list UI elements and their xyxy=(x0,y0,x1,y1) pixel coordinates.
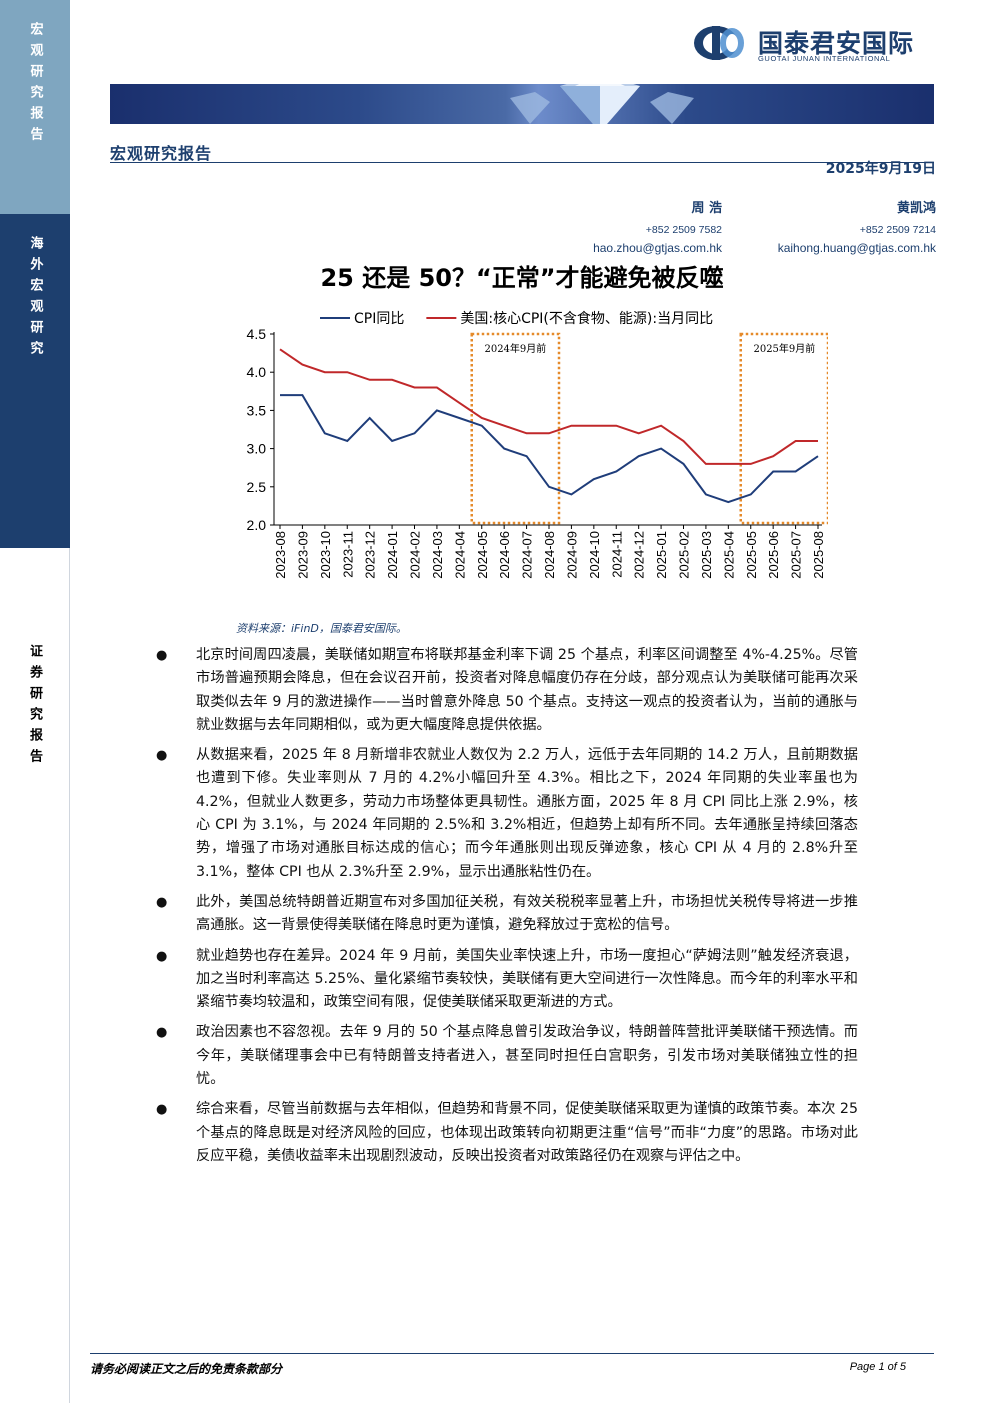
x-tick-label: 2025-08 xyxy=(811,531,826,579)
x-tick-label: 2025-07 xyxy=(789,531,804,579)
company-logo: 国泰君安国际 GUOTAI JUNAN INTERNATIONAL xyxy=(692,22,952,68)
x-tick-label: 2024-11 xyxy=(609,531,624,578)
x-tick-label: 2025-01 xyxy=(654,531,669,579)
footer-disclaimer: 请务必阅读正文之后的免责条款部分 xyxy=(90,1362,283,1376)
author-email[interactable]: kaihong.huang@gtjas.com.hk xyxy=(777,241,936,255)
bullet-dot-icon: ● xyxy=(156,948,168,964)
bullet-text: 就业趋势也存在差异。2024 年 9 月前，美国失业率快速上升，市场一度担心“萨… xyxy=(196,947,858,1011)
author-email[interactable]: hao.zhou@gtjas.com.hk xyxy=(593,241,722,255)
list-item: ● 此外，美国总统特朗普近期宣布对多国加征关税，有效关税税率显著上升，市场担忧关税… xyxy=(156,891,858,938)
x-tick-label: 2024-12 xyxy=(632,531,647,579)
x-tick-label: 2024-04 xyxy=(452,531,467,579)
annotation-label: 2024年9月前 xyxy=(484,342,546,355)
bullet-dot-icon: ● xyxy=(156,894,168,910)
x-tick-label: 2024-07 xyxy=(520,531,535,579)
author-name: 周 浩 xyxy=(691,201,722,216)
bullet-dot-icon: ● xyxy=(156,748,168,764)
list-item: ● 综合来看，尽管当前数据与去年相似，但趋势和背景不同，促使美联储采取更为谨慎的政… xyxy=(156,1098,858,1168)
logo-chinese-name: 国泰君安国际 xyxy=(758,29,915,58)
sidebar-block-report-type: 宏观研究报告 xyxy=(0,0,70,214)
x-tick-label: 2023-09 xyxy=(295,531,310,579)
chart-canvas: 4.5 4.0 3.5 3.0 2.5 2.0 2023-08 2023-09 2023-10 2… xyxy=(247,310,828,579)
logo-mark-icon xyxy=(694,26,744,60)
report-title: 25 还是 50？“正常”才能避免被反噬 xyxy=(320,264,724,292)
author-card: 周 浩 +852 2509 7582 hao.zhou@gtjas.com.hk xyxy=(593,197,722,255)
series-line xyxy=(279,348,818,465)
report-date: 2025年9月19日 xyxy=(825,161,936,177)
sidebar-block-category: 海外宏观研究 xyxy=(0,214,70,548)
left-sidebar: 宏观研究报告 海外宏观研究 证券研究报告 xyxy=(0,0,70,1403)
bullet-dot-icon: ● xyxy=(156,1025,168,1041)
x-tick-label: 2024-01 xyxy=(385,531,400,579)
bullet-dot-icon: ● xyxy=(156,1102,168,1118)
header-divider xyxy=(110,162,934,163)
logo-english-name: GUOTAI JUNAN INTERNATIONAL xyxy=(758,54,891,63)
x-tick-label: 2024-06 xyxy=(497,531,512,579)
chart-source: 资料来源：iFinD，国泰君安国际。 xyxy=(236,622,407,635)
list-item: ● 政治因素也不容忽视。去年 9 月的 50 个基点降息曾引发政治争议，特朗普阵营… xyxy=(156,1021,858,1091)
x-tick-label: 2023-10 xyxy=(318,531,333,579)
footer-divider xyxy=(90,1353,934,1354)
y-tick-label: 2.5 xyxy=(247,479,267,495)
report-type-heading: 宏观研究报告 xyxy=(110,144,213,163)
bullet-text: 政治因素也不容忽视。去年 9 月的 50 个基点降息曾引发政治争议，特朗普阵营批… xyxy=(196,1024,858,1088)
cpi-line-chart: 4.5 4.0 3.5 3.0 2.5 2.0 2023-08 2023-09 2023-10 2… xyxy=(228,300,828,616)
page-number: Page 1 of 5 xyxy=(849,1361,906,1373)
x-tick-label: 2024-02 xyxy=(408,531,423,579)
x-tick-label: 2023-08 xyxy=(273,531,288,579)
x-tick-label: 2023-12 xyxy=(363,531,378,579)
series-line xyxy=(280,394,819,504)
x-tick-label: 2024-10 xyxy=(587,531,602,579)
diamond-graphic-icon xyxy=(510,84,694,124)
annotation-box xyxy=(470,332,561,525)
list-item: ● 就业趋势也存在差异。2024 年 9 月前，美国失业率快速上升，市场一度担心“… xyxy=(156,945,858,1015)
annotation-box xyxy=(739,332,828,525)
x-tick-label: 2024-08 xyxy=(542,531,557,579)
body-bullet-list: ● 北京时间周四凌晨，美联储如期宣布将联邦基金利率下调 25 个基点，利率区间调整… xyxy=(156,644,858,1175)
sidebar-report-type-label: 宏观研究报告 xyxy=(27,22,43,148)
x-tick-label: 2025-03 xyxy=(699,531,714,579)
bullet-text: 从数据来看，2025 年 8 月新增非农就业人数仅为 2.2 万人，远低于去年同… xyxy=(196,747,858,880)
legend-label: 美国:核心CPI(不含食物、能源):当月同比 xyxy=(460,310,713,327)
sidebar-block-securities: 证券研究报告 xyxy=(0,548,70,1403)
author-phone: +852 2509 7582 xyxy=(645,224,722,236)
annotation-label: 2025年9月前 xyxy=(753,342,815,355)
list-item: ● 从数据来看，2025 年 8 月新增非农就业人数仅为 2.2 万人，远低于去年… xyxy=(156,744,858,884)
list-item: ● 北京时间周四凌晨，美联储如期宣布将联邦基金利率下调 25 个基点，利率区间调整… xyxy=(156,644,858,737)
x-tick-label: 2025-02 xyxy=(677,531,692,579)
y-tick-label: 4.0 xyxy=(247,364,267,380)
bullet-text: 此外，美国总统特朗普近期宣布对多国加征关税，有效关税税率显著上升，市场担忧关税传… xyxy=(196,893,858,934)
author-card: 黄凯鸿 +852 2509 7214 kaihong.huang@gtjas.c… xyxy=(778,197,936,255)
x-tick-label: 2025-06 xyxy=(766,531,781,579)
sidebar-category-label: 海外宏观研究 xyxy=(27,236,43,362)
y-tick-label: 4.5 xyxy=(247,326,267,342)
sidebar-securities-label: 证券研究报告 xyxy=(27,644,42,770)
bullet-text: 综合来看，尽管当前数据与去年相似，但趋势和背景不同，促使美联储采取更为谨慎的政策… xyxy=(196,1101,858,1164)
y-tick-label: 3.0 xyxy=(247,441,267,457)
y-tick-label: 2.0 xyxy=(247,517,267,533)
author-name: 黄凯鸿 xyxy=(896,201,936,216)
author-phone: +852 2509 7214 xyxy=(859,224,936,236)
y-tick-label: 3.5 xyxy=(247,402,267,418)
x-tick-label: 2024-09 xyxy=(564,531,579,579)
x-tick-label: 2023-11 xyxy=(340,531,355,578)
x-tick-label: 2025-05 xyxy=(744,531,759,579)
bullet-text: 北京时间周四凌晨，美联储如期宣布将联邦基金利率下调 25 个基点，利率区间调整至… xyxy=(196,647,858,733)
header-banner xyxy=(110,84,934,124)
x-tick-label: 2024-03 xyxy=(430,531,445,579)
bullet-dot-icon: ● xyxy=(156,648,168,663)
x-tick-label: 2025-04 xyxy=(721,531,736,579)
legend-label: CPI同比 xyxy=(354,311,404,327)
x-tick-label: 2024-05 xyxy=(475,531,490,579)
